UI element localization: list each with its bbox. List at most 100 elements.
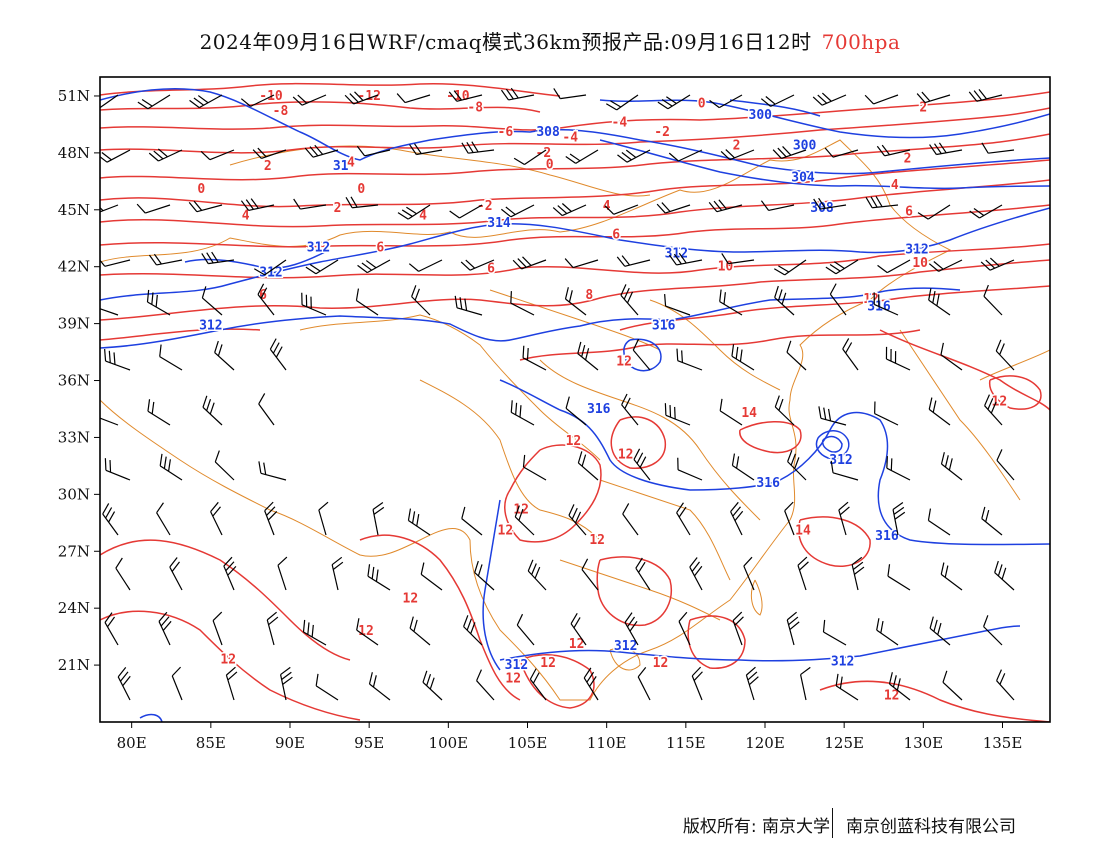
wind-barb [657, 94, 691, 110]
temp-isoline [879, 329, 1050, 411]
wind-barb [368, 672, 391, 701]
wind-barb [397, 204, 431, 220]
wind-barb [159, 453, 183, 481]
wind-barb [280, 666, 293, 701]
height-isoline [139, 713, 163, 722]
wind-barb [315, 673, 339, 701]
height-contour-label: 312 [614, 639, 637, 654]
temp-contour-label: 10 [718, 260, 734, 275]
lat-tick-label: 24N [58, 599, 90, 617]
wind-barb [461, 141, 495, 154]
lon-tick-label: 135E [983, 734, 1023, 752]
wind-barb [189, 94, 223, 109]
wind-barb [940, 562, 963, 591]
wind-barb [345, 196, 379, 209]
temp-contour-label: 12 [618, 448, 634, 463]
wind-barb [301, 292, 327, 316]
wind-barb [568, 504, 587, 536]
wind-barb [916, 91, 951, 104]
lon-tick-label: 105E [508, 734, 548, 752]
temp-contour-label: -2 [654, 125, 670, 140]
wind-barb [885, 346, 911, 371]
wind-barb [448, 90, 483, 102]
wind-barb [876, 618, 899, 646]
wind-barb [773, 259, 807, 276]
wind-barb [318, 501, 329, 536]
temp-contour-label: -4 [612, 116, 628, 131]
height-contour-label: 312 [831, 654, 854, 669]
wind-barb [851, 556, 865, 591]
height-contour-label: 31 [333, 159, 349, 174]
height-contour-label: 314 [487, 216, 511, 231]
wind-barb [407, 508, 431, 536]
wind-barb [873, 292, 899, 316]
height-contour-label: 316 [756, 476, 780, 491]
wind-barb [994, 560, 1015, 591]
temp-contour-label: 2 [733, 138, 741, 153]
wind-barb [731, 453, 755, 481]
wind-barb [513, 149, 547, 166]
wind-barb [201, 251, 235, 265]
height-contour-label: 316 [652, 319, 676, 334]
wind-barb [824, 147, 859, 158]
wind-barb [774, 285, 795, 316]
wind-barb [818, 406, 847, 426]
wind-barb [158, 611, 172, 646]
wind-barb [258, 461, 287, 481]
wind-barb [583, 667, 599, 701]
wind-barb [760, 94, 795, 107]
wind-barbs-layer [100, 87, 1015, 701]
wind-barb [928, 288, 951, 316]
height-contour-label: 300 [793, 138, 817, 153]
temp-contour-label: 14 [795, 523, 811, 538]
wind-barb [786, 340, 807, 371]
wind-barb [822, 619, 847, 646]
height-contour-label: 312 [199, 319, 222, 334]
height-isoline [729, 99, 821, 117]
temp-contour-label: 0 [698, 97, 706, 112]
temp-isoline [100, 159, 1050, 208]
wind-barb [604, 204, 639, 215]
temp-contour-label: 8 [585, 288, 593, 303]
wind-barb [200, 149, 235, 161]
temp-contour-label: 4 [603, 199, 611, 214]
temp-contour-label: 12 [505, 671, 521, 686]
height-isoline [623, 338, 662, 372]
wind-barb [367, 564, 391, 591]
height-isolines [100, 87, 1050, 722]
temp-contour-label: 0 [357, 182, 365, 197]
wind-barb [510, 291, 535, 316]
wind-barb [104, 612, 119, 646]
wind-barb [838, 501, 850, 536]
height-isoline [815, 430, 850, 460]
temp-isoline [100, 133, 1050, 181]
height-contour-label: 312 [505, 658, 528, 673]
wind-barb [743, 556, 755, 591]
height-contour-label: 316 [587, 402, 611, 417]
wind-barb [620, 284, 639, 316]
wind-barb [721, 253, 755, 265]
wind-barb [100, 256, 131, 267]
wind-barb [454, 295, 483, 316]
hainan-coast [609, 647, 641, 671]
wind-barb [605, 94, 639, 111]
wind-barb [917, 204, 951, 220]
wind-barb [304, 144, 339, 158]
wind-barb [500, 87, 535, 101]
korea-japan-coast [899, 329, 1050, 501]
wind-barb [622, 503, 639, 536]
wind-barb [984, 394, 1003, 426]
wind-barb [277, 556, 288, 591]
wind-barb [678, 611, 691, 646]
wind-barb [411, 285, 431, 316]
lat-tick-label: 45N [58, 201, 90, 219]
wind-barb [797, 556, 809, 591]
temp-contour-label: 6 [376, 241, 384, 256]
wind-barb [171, 666, 183, 701]
title-text: 2024年09月16日WRF/cmaq模式36km预报产品:09月16日12时 [199, 30, 812, 54]
temp-isoline [100, 91, 1050, 131]
wind-barb [835, 673, 859, 701]
temp-isoline [100, 259, 1050, 321]
lat-tick-label: 21N [58, 656, 90, 674]
temp-contour-label: 4 [419, 208, 427, 223]
